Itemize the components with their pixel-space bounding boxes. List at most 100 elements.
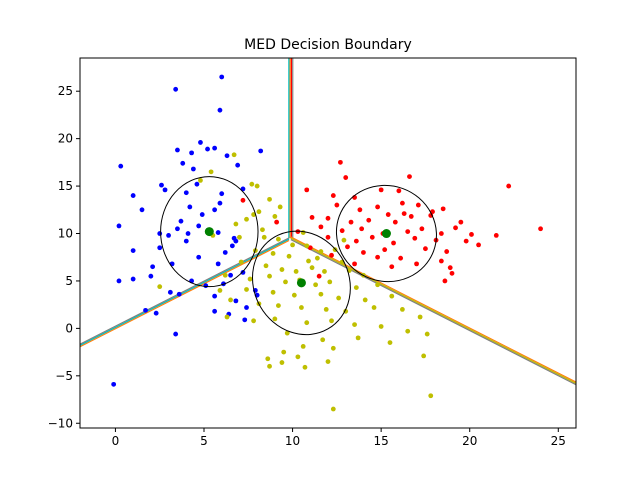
point-series2-3	[254, 183, 260, 189]
point-series0-63	[111, 381, 117, 387]
boundary-line-1-0	[80, 237, 290, 345]
point-series2-62	[329, 318, 334, 324]
point-series2-43	[244, 287, 249, 292]
boundary-line-2-2	[290, 239, 576, 386]
point-series1-58	[442, 278, 448, 284]
point-series0-18	[162, 187, 168, 193]
point-series2-76	[279, 360, 285, 365]
point-series0-55	[143, 307, 148, 313]
point-series2-71	[405, 328, 411, 334]
point-series2-20	[286, 253, 292, 259]
point-series2-75	[265, 356, 271, 362]
point-series2-2	[249, 181, 255, 187]
point-series0-28	[166, 233, 171, 238]
point-series2-57	[400, 307, 405, 312]
point-series1-10	[357, 207, 363, 213]
point-series0-46	[203, 283, 209, 289]
point-series1-40	[463, 238, 469, 244]
point-series1-32	[493, 233, 499, 238]
point-series1-5	[330, 193, 336, 198]
point-series1-48	[375, 254, 380, 260]
point-series1-13	[415, 202, 421, 208]
point-series0-34	[130, 248, 136, 253]
point-series1-56	[316, 273, 322, 279]
point-series0-52	[176, 291, 182, 297]
point-series2-54	[323, 307, 329, 312]
point-series2-27	[293, 269, 299, 274]
x-tick-label-5: 25	[551, 434, 566, 448]
point-series2-46	[318, 291, 324, 297]
point-series1-34	[325, 234, 331, 240]
point-series1-54	[447, 265, 453, 271]
point-series2-41	[157, 284, 163, 290]
point-series2-85	[277, 204, 283, 210]
x-tick-label-0: 0	[112, 434, 120, 448]
point-series2-84	[208, 169, 214, 175]
point-series2-79	[267, 363, 272, 369]
point-series2-88	[251, 212, 256, 217]
point-series2-66	[424, 331, 430, 337]
point-series2-48	[362, 297, 368, 303]
point-series0-51	[167, 289, 173, 295]
point-series2-44	[270, 289, 276, 295]
point-series2-6	[272, 214, 278, 219]
point-series1-47	[329, 252, 334, 258]
point-series2-39	[353, 285, 359, 290]
point-series1-4	[304, 187, 310, 193]
point-series1-43	[361, 250, 366, 255]
point-series2-80	[302, 364, 308, 370]
point-series1-3	[506, 183, 512, 189]
point-series1-11	[375, 204, 380, 210]
point-series2-67	[284, 330, 290, 336]
point-series0-5	[118, 163, 124, 169]
point-series2-82	[428, 393, 434, 399]
point-series0-66	[187, 204, 193, 210]
point-series2-60	[272, 316, 278, 322]
cluster-ellipse-2	[252, 230, 351, 336]
point-series0-30	[185, 231, 191, 236]
point-series0-19	[219, 191, 225, 197]
point-series1-0	[338, 159, 343, 165]
point-series2-49	[389, 293, 395, 299]
point-series1-64	[385, 212, 391, 217]
y-tick-label-3: 5	[65, 274, 73, 288]
point-series2-24	[238, 259, 244, 265]
point-series2-19	[270, 251, 276, 256]
point-series0-9	[205, 146, 210, 152]
point-series1-60	[274, 219, 280, 225]
point-series2-8	[233, 221, 239, 227]
point-series1-27	[405, 229, 411, 235]
point-series1-37	[391, 240, 396, 246]
point-series1-53	[414, 261, 419, 267]
point-series1-38	[412, 235, 418, 241]
point-series0-14	[130, 193, 136, 198]
point-series1-59	[240, 197, 246, 203]
point-series1-1	[343, 175, 349, 180]
chart-title: MED Decision Boundary	[244, 37, 412, 53]
point-series2-21	[306, 258, 311, 264]
point-series0-24	[212, 207, 218, 213]
point-series0-12	[235, 162, 241, 168]
boundary-line-2-0	[290, 236, 576, 383]
point-series0-40	[150, 264, 156, 270]
point-series0-16	[194, 181, 200, 187]
point-series1-50	[438, 258, 444, 264]
point-series2-38	[327, 279, 333, 285]
point-series1-55	[476, 242, 481, 248]
point-series0-42	[215, 261, 221, 267]
point-series1-28	[419, 226, 425, 232]
x-axis: 0 5 10 15 20 25	[112, 428, 566, 448]
point-series2-12	[261, 234, 267, 240]
point-series1-18	[366, 217, 372, 223]
point-series0-8	[189, 150, 195, 156]
point-series0-11	[224, 153, 230, 159]
point-series1-23	[318, 224, 324, 230]
point-series1-35	[353, 238, 359, 244]
point-series1-57	[449, 270, 455, 276]
point-series2-47	[336, 295, 342, 301]
point-series1-16	[325, 215, 331, 221]
point-series0-29	[175, 226, 180, 232]
point-series0-4	[175, 147, 180, 153]
point-series0-31	[215, 230, 221, 235]
point-series1-31	[469, 232, 474, 237]
